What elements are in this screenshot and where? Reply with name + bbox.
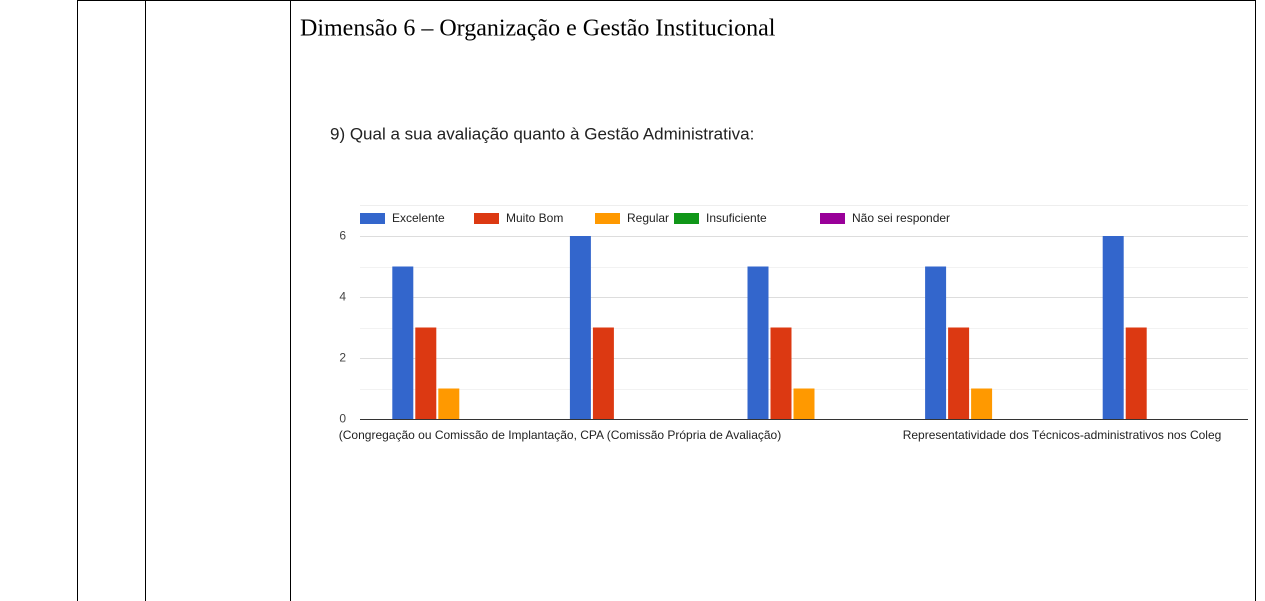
bar <box>948 327 970 419</box>
legend-swatch <box>360 213 385 224</box>
y-tick-label: 0 <box>339 412 346 426</box>
chart-title: 9) Qual a sua avaliação quanto à Gestão … <box>330 124 754 143</box>
bar <box>770 327 792 419</box>
bar <box>925 266 947 419</box>
x-tick-label: (Congregação ou Comissão de Implantação,… <box>339 428 781 442</box>
bar <box>415 327 437 419</box>
legend-swatch <box>674 213 699 224</box>
y-tick-label: 4 <box>339 290 346 304</box>
legend-swatch <box>820 213 845 224</box>
bar <box>392 266 414 419</box>
x-labels: (Congregação ou Comissão de Implantação,… <box>339 428 1222 442</box>
y-tick-label: 2 <box>339 351 346 365</box>
table-borders <box>77 0 1256 601</box>
bar <box>1102 236 1124 419</box>
legend-swatch <box>474 213 499 224</box>
heading: Dimensão 6 – Organização e Gestão Instit… <box>300 16 776 42</box>
bar <box>592 327 614 419</box>
x-tick-label: Representatividade dos Técnicos-administ… <box>903 428 1222 442</box>
legend-label: Regular <box>627 211 669 225</box>
bar <box>438 388 460 419</box>
bar <box>793 388 815 419</box>
bar <box>569 236 591 419</box>
bar <box>747 266 769 419</box>
bar <box>1125 327 1147 419</box>
bar <box>971 388 993 419</box>
legend-label: Excelente <box>392 211 445 225</box>
y-tick-label: 6 <box>339 229 346 243</box>
legend-label: Não sei responder <box>852 211 950 225</box>
legend-label: Insuficiente <box>706 211 767 225</box>
legend-swatch <box>595 213 620 224</box>
legend-label: Muito Bom <box>506 211 563 225</box>
